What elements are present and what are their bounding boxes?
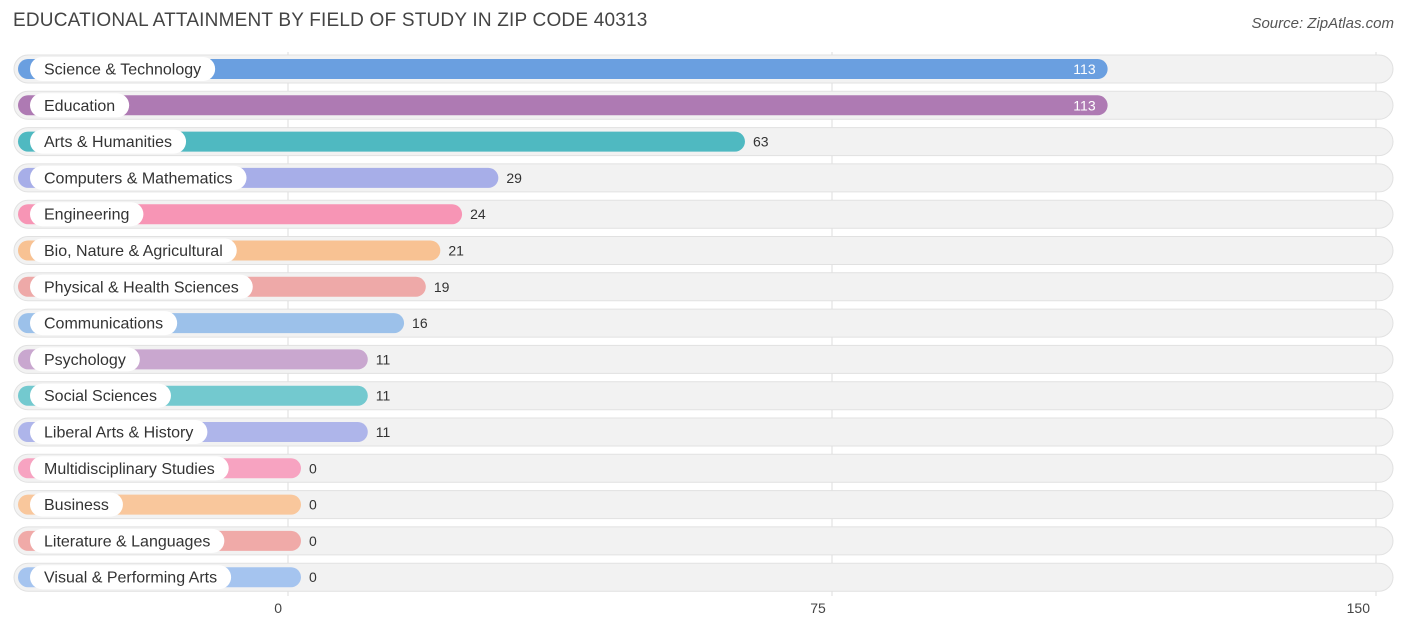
value-label: 11 xyxy=(376,388,391,404)
category-label-pill xyxy=(30,93,130,118)
category-label-pill xyxy=(30,565,232,590)
bar-track xyxy=(13,490,1394,520)
category-label-pill xyxy=(30,311,178,336)
value-label: 24 xyxy=(470,206,486,222)
bar-row: Communications 16 xyxy=(13,308,1394,338)
x-tick-label: 150 xyxy=(1347,600,1371,616)
value-label: 0 xyxy=(309,569,317,585)
value-label: 29 xyxy=(506,170,522,186)
x-tick-label: 75 xyxy=(810,600,826,616)
category-label: Multidisciplinary Studies xyxy=(44,461,215,478)
category-label-pill xyxy=(30,129,187,154)
category-label: Literature & Languages xyxy=(44,533,210,550)
bar-row: Computers & Mathematics 29 xyxy=(13,163,1394,193)
value-label: 11 xyxy=(376,351,391,367)
bar-row: Liberal Arts & History 11 xyxy=(13,417,1394,447)
value-label: 21 xyxy=(448,243,464,259)
bar-track xyxy=(13,562,1394,592)
source-note: Source: ZipAtlas.com xyxy=(1251,15,1394,32)
bar-row: Psychology 11 xyxy=(13,344,1394,374)
bar-row: Literature & Languages 0 xyxy=(13,526,1394,556)
category-label: Engineering xyxy=(44,207,129,224)
category-label: Business xyxy=(44,497,109,514)
bar-row: Science & Technology 113 xyxy=(13,54,1394,84)
category-label: Science & Technology xyxy=(44,62,201,79)
bar-row: Business 0 xyxy=(13,490,1394,520)
category-label: Computers & Mathematics xyxy=(44,170,233,187)
value-label: 16 xyxy=(412,315,428,331)
value-label: 113 xyxy=(1073,61,1096,77)
bar-track xyxy=(13,453,1394,483)
bar-row: Bio, Nature & Agricultural 21 xyxy=(13,236,1394,265)
bar-row: Visual & Performing Arts 0 xyxy=(13,562,1394,592)
category-label-pill xyxy=(30,238,237,263)
bar-row: Engineering 24 xyxy=(13,199,1394,229)
rows-layer: Science & Technology 113 Education 113 Arts … xyxy=(13,54,1394,592)
value-label: 19 xyxy=(434,279,450,295)
bar xyxy=(18,131,745,152)
bar xyxy=(18,59,1108,79)
category-label-pill xyxy=(30,528,225,553)
bar-row: Arts & Humanities 63 xyxy=(13,127,1394,157)
x-tick-label: 0 xyxy=(274,600,282,616)
chart-title: EDUCATIONAL ATTAINMENT BY FIELD OF STUDY… xyxy=(13,10,648,31)
value-label: 113 xyxy=(1073,97,1096,113)
bar-row: Social Sciences 11 xyxy=(13,381,1394,411)
bar-row: Multidisciplinary Studies 0 xyxy=(13,453,1394,483)
category-label-pill xyxy=(30,165,247,190)
category-label: Liberal Arts & History xyxy=(44,425,193,442)
x-axis: 0 75 150 xyxy=(274,600,1370,616)
bar-row: Education 113 xyxy=(13,90,1394,120)
category-label: Arts & Humanities xyxy=(44,134,172,151)
category-label: Communications xyxy=(44,316,163,333)
value-label: 0 xyxy=(309,533,317,549)
value-label: 0 xyxy=(309,460,317,476)
category-label: Education xyxy=(44,98,115,115)
category-label-pill xyxy=(30,420,208,444)
bar xyxy=(18,95,1108,116)
category-label: Psychology xyxy=(44,352,126,369)
category-label-pill xyxy=(30,492,123,517)
category-label: Physical & Health Sciences xyxy=(44,279,239,296)
value-label: 0 xyxy=(309,497,317,513)
category-label-pill xyxy=(30,456,229,481)
category-label: Visual & Performing Arts xyxy=(44,570,217,587)
category-label-pill xyxy=(30,383,171,408)
category-label-pill xyxy=(30,202,144,227)
bar-row: Physical & Health Sciences 19 xyxy=(13,272,1394,302)
value-label: 11 xyxy=(376,424,391,440)
category-label-pill xyxy=(30,274,253,299)
category-label-pill xyxy=(30,347,140,372)
category-label-pill xyxy=(30,57,216,81)
value-label: 63 xyxy=(753,134,769,150)
bar-track xyxy=(13,526,1394,556)
category-label: Social Sciences xyxy=(44,388,157,405)
category-label: Bio, Nature & Agricultural xyxy=(44,243,223,260)
